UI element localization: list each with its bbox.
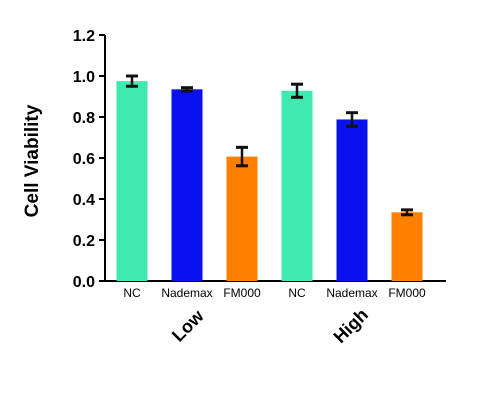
x-tick-label: NC [123,286,141,300]
category-labels: NC Nademax FM000 NC Nademax FM000 [123,286,426,300]
x-tick-label: FM000 [223,286,261,300]
x-tick-label: FM000 [388,286,426,300]
bar [226,156,258,281]
y-ticks: 0.0 0.2 0.4 0.6 0.8 1.0 1.2 [73,28,105,291]
group-label: High [330,305,372,347]
bar [281,90,313,281]
x-tick-label: NC [288,286,306,300]
bar [171,89,203,281]
y-axis-title: Cell Viability [22,104,43,217]
bar [391,212,423,281]
y-axis: 0.0 0.2 0.4 0.6 0.8 1.0 1.2 [73,28,106,291]
y-tick-label: 0.4 [73,192,95,209]
y-tick-label: 0.0 [73,274,95,291]
bar [336,119,368,282]
y-tick-label: 0.8 [73,110,95,127]
x-tick-label: Nademax [161,286,212,300]
group-label: Low [168,305,208,345]
bars [116,81,423,282]
y-tick-label: 0.6 [73,151,95,168]
y-tick-label: 0.2 [73,233,95,250]
group-labels: Low High [168,305,372,347]
bar [116,81,148,281]
x-tick-label: Nademax [326,286,377,300]
error-bars [126,74,413,217]
y-tick-label: 1.2 [73,28,95,45]
y-tick-label: 1.0 [73,69,95,86]
